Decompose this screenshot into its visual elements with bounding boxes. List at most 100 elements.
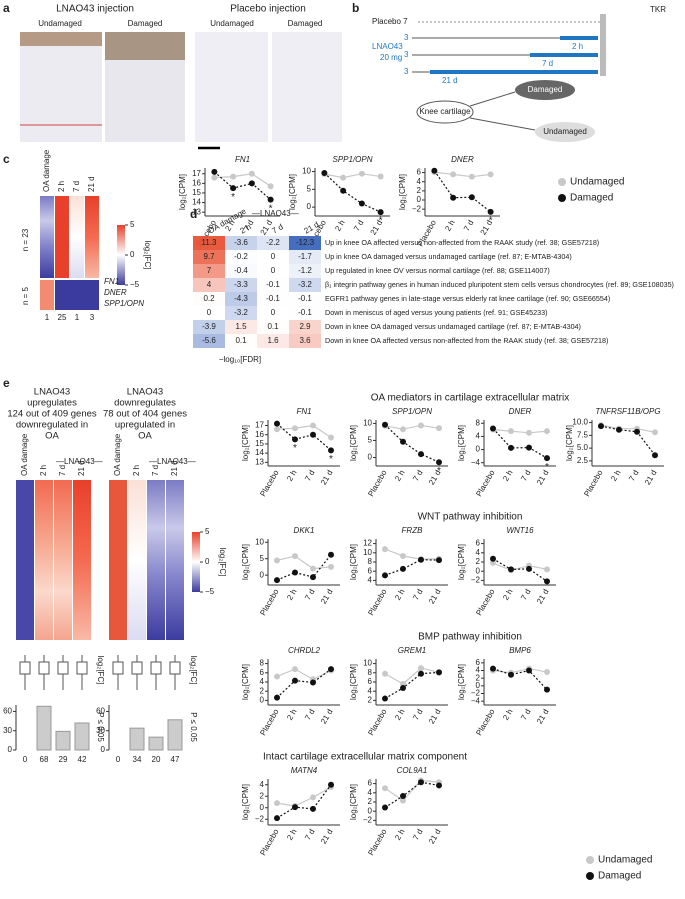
y-tick-label: 8 <box>476 418 481 427</box>
column-label: 2 h <box>132 465 141 476</box>
y-tick-label: 5 <box>368 436 373 445</box>
panel-letter: b <box>352 1 359 15</box>
gene-label: SPP1/OPN <box>104 299 144 308</box>
series-line <box>492 428 548 459</box>
heatmap-cell <box>257 334 289 348</box>
image-detail <box>20 32 102 46</box>
y-tick-label: 2 <box>260 791 265 800</box>
count-label: 25 <box>58 313 67 322</box>
data-point <box>400 553 406 560</box>
bar <box>129 727 145 751</box>
bar <box>36 705 52 751</box>
y-tick-label: 2 <box>476 673 481 682</box>
y-axis-label: log₂[CPM] <box>457 544 466 580</box>
y-tick-label: 2 <box>368 696 373 705</box>
heatmap-cell <box>225 320 257 334</box>
group-label: —LNAO43— <box>252 209 299 218</box>
data-point <box>274 694 280 701</box>
heading: Placebo injection <box>230 4 306 15</box>
y-tick-label: −2 <box>471 689 481 698</box>
label: n = 5 <box>21 286 30 305</box>
data-point <box>292 804 298 811</box>
bar-label: 42 <box>78 755 87 764</box>
series-line <box>384 548 440 560</box>
x-tick-label: 7 d <box>519 708 532 722</box>
data-point <box>292 569 298 576</box>
heatmap <box>128 480 146 640</box>
colorbar-label: 0 <box>205 557 210 566</box>
y-tick-label: −2 <box>255 814 265 823</box>
data-point <box>544 428 550 435</box>
column-label: 7 d <box>72 181 81 192</box>
x-tick-label: 2 h <box>285 588 298 602</box>
data-point <box>400 426 406 433</box>
description: upregulates <box>27 398 77 409</box>
significance: * <box>231 192 235 203</box>
x-tick-label: 2 h <box>501 708 514 722</box>
cell-label: 7 <box>207 266 212 275</box>
column-label: 21 d <box>87 176 96 192</box>
y-tick-label: 13 <box>255 457 264 466</box>
panel-a: a LNAO43 injection Undamaged Damaged Pla… <box>3 1 342 150</box>
x-tick-label: 21 d <box>643 469 659 487</box>
y-tick-label: 6 <box>417 168 422 177</box>
column-label: OA damage <box>113 433 122 476</box>
data-point <box>431 167 438 174</box>
y-tick-label: −4 <box>471 458 481 467</box>
gene-title: TNFRSF11B/OPG <box>595 407 660 416</box>
y-tick-label: 10 <box>363 419 372 428</box>
x-tick-label: Placebo <box>258 827 281 857</box>
legend-label: Undamaged <box>598 855 652 866</box>
y-axis-label: log₂[CPM] <box>288 174 297 210</box>
x-tick-label: 2 h <box>333 219 346 233</box>
cell-label: 0 <box>207 308 212 317</box>
y-tick-label: 4 <box>260 780 265 789</box>
panel-c: c <box>3 152 125 310</box>
cell-label: 0 <box>271 266 276 275</box>
y-tick-label: 6 <box>368 779 373 788</box>
cell-label: 9.7 <box>203 252 215 261</box>
panel-letter: d <box>190 207 197 221</box>
heatmap <box>16 480 34 640</box>
x-tick-label: 2 h <box>501 469 514 483</box>
x-tick-label: 2 h <box>285 828 298 842</box>
x-tick-label: 2 h <box>501 588 514 602</box>
y-axis-label: log₂[CPM] <box>457 664 466 700</box>
gene-title: SPP1/OPN <box>392 407 432 416</box>
description: LNAO43 <box>127 387 163 398</box>
y-tick-label: 2.5 <box>577 456 589 465</box>
node <box>515 80 575 100</box>
series-line <box>434 171 491 178</box>
description: OA <box>45 431 59 442</box>
column-label: 21 d <box>77 460 86 476</box>
bar-label: 47 <box>171 755 180 764</box>
box <box>169 661 181 675</box>
heatmap-cell <box>289 264 321 278</box>
bar <box>167 719 183 751</box>
data-point <box>274 815 280 822</box>
row-label: Down in meniscus of aged versus young pa… <box>325 308 548 317</box>
cell-label: -3.2 <box>298 280 312 289</box>
box <box>150 661 162 675</box>
y-tick-label: 4 <box>368 576 373 585</box>
heatmap-cell <box>257 236 289 250</box>
gene-title: DKK1 <box>294 526 315 535</box>
description: downregulates <box>114 398 176 409</box>
x-tick-label: Placebo <box>258 707 281 737</box>
y-axis-label: log₂[CPM] <box>349 544 358 580</box>
count-label: 1 <box>45 313 50 322</box>
data-point <box>436 557 442 564</box>
x-tick-label: 21 d <box>427 588 443 606</box>
data-point <box>526 444 532 451</box>
data-point <box>377 209 384 216</box>
cell-label: -0.1 <box>298 308 312 317</box>
x-tick-label: Placebo <box>366 707 389 737</box>
y-tick-label: 10 <box>302 167 311 176</box>
y-tick-label: 15 <box>192 188 201 197</box>
bar <box>148 736 164 751</box>
x-tick-label: 7 d <box>303 828 316 842</box>
series-line <box>276 423 332 451</box>
data-point <box>310 422 316 429</box>
data-point <box>274 557 280 564</box>
y-tick-label: 4 <box>476 548 481 557</box>
